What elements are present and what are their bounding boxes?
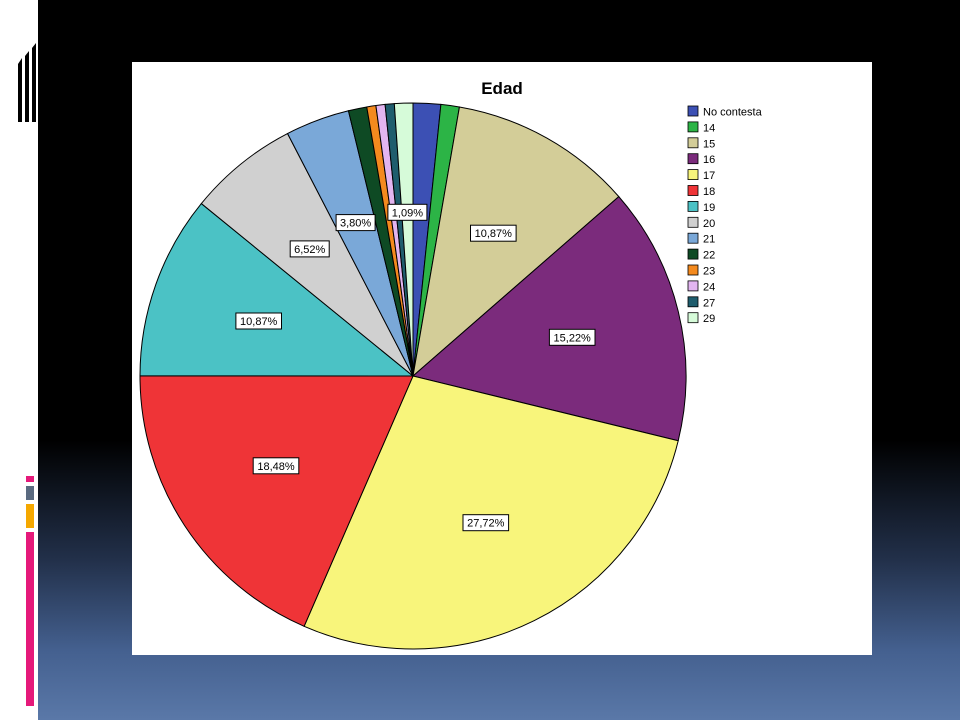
accent-segment xyxy=(26,532,34,706)
slice-data-label: 27,72% xyxy=(462,514,510,532)
legend-item: 16 xyxy=(687,153,715,166)
decorative-lines-graphic xyxy=(18,43,36,122)
legend-label: 15 xyxy=(703,138,715,150)
legend-label: 16 xyxy=(703,154,715,166)
legend-label: 21 xyxy=(703,234,715,246)
legend-item: 23 xyxy=(687,264,715,278)
chart-title: Edad xyxy=(481,79,523,98)
pie-chart: Edad 10,87% 15,22% 27,72% 18,48% 10,87% 6,52%… xyxy=(139,79,763,650)
legend-swatch xyxy=(687,280,699,292)
slice-data-label: 10,87% xyxy=(235,312,282,330)
legend-swatch xyxy=(687,216,699,228)
legend-swatch xyxy=(687,312,699,324)
legend-label: 27 xyxy=(703,297,715,309)
slice-data-label: 15,22% xyxy=(548,328,596,346)
pie-slice-29 xyxy=(393,102,414,377)
legend-swatch xyxy=(687,121,699,133)
legend-label: 22 xyxy=(703,250,715,262)
legend-item: 19 xyxy=(687,200,715,214)
data-label-box xyxy=(235,312,282,330)
data-label-text: 1,09% xyxy=(392,207,423,219)
pie-slice-17 xyxy=(303,375,679,650)
legend-item: 15 xyxy=(687,137,715,150)
legend-label: 18 xyxy=(703,186,715,198)
data-label-box xyxy=(335,214,376,232)
legend-item: 20 xyxy=(687,216,715,230)
legend-label: No contesta xyxy=(703,107,763,119)
legend-item: 21 xyxy=(687,232,715,246)
legend-swatch xyxy=(687,200,699,212)
legend-item: 24 xyxy=(687,280,715,293)
data-label-text: 10,87% xyxy=(240,316,278,328)
legend-swatch xyxy=(687,248,699,260)
slice-data-label: 3,80% xyxy=(335,214,376,232)
legend-item: 27 xyxy=(687,296,715,309)
legend-swatch xyxy=(687,232,699,244)
legend-label: 29 xyxy=(703,313,715,325)
legend-swatch xyxy=(687,137,699,149)
pie-slices xyxy=(139,102,687,650)
slice-data-label: 10,87% xyxy=(470,224,517,242)
accent-segment xyxy=(26,486,34,500)
data-label-box xyxy=(462,514,510,532)
data-label-box xyxy=(289,240,330,258)
legend-label: 24 xyxy=(703,281,715,293)
legend-swatch xyxy=(687,153,699,165)
legend-label: 20 xyxy=(703,218,715,230)
decorative-accent-bar xyxy=(26,476,34,706)
legend-swatch xyxy=(687,185,699,196)
accent-segment xyxy=(26,476,34,482)
legend-item: 22 xyxy=(687,248,715,262)
legend-item: 18 xyxy=(687,185,715,198)
legend-item: 14 xyxy=(687,121,715,134)
legend-item: 17 xyxy=(687,169,715,182)
pie-slice-19 xyxy=(139,202,415,377)
data-label-box xyxy=(387,203,428,221)
accent-segment xyxy=(26,504,34,528)
data-label-box xyxy=(252,457,300,475)
pie-slice-16 xyxy=(411,195,687,442)
data-label-text: 10,87% xyxy=(475,228,513,240)
slice-data-label: 6,52% xyxy=(289,240,330,258)
slice-data-label: 1,09% xyxy=(387,203,428,221)
legend-item: No contesta xyxy=(687,105,763,119)
data-label-text: 6,52% xyxy=(294,244,325,256)
legend-swatch xyxy=(687,105,699,117)
legend-item: 29 xyxy=(687,312,715,325)
legend-swatch xyxy=(687,169,699,180)
legend-label: 17 xyxy=(703,170,715,182)
legend-label: 19 xyxy=(703,202,715,214)
data-label-text: 3,80% xyxy=(340,218,371,230)
legend-swatch xyxy=(687,264,699,276)
legend-label: 23 xyxy=(703,266,715,278)
data-label-box xyxy=(548,328,596,346)
chart-legend: No contesta 14 15 16 17 18 19 20 21 22 23 24 27 29 xyxy=(687,105,763,325)
legend-swatch xyxy=(687,296,699,308)
data-label-box xyxy=(470,224,517,242)
data-label-text: 15,22% xyxy=(554,332,592,344)
pie-slice-18 xyxy=(139,375,414,627)
chart-panel: Edad 10,87% 15,22% 27,72% 18,48% 10,87% 6,52%… xyxy=(132,62,872,655)
data-label-text: 27,72% xyxy=(467,518,505,530)
slice-data-label: 18,48% xyxy=(252,457,300,475)
legend-label: 14 xyxy=(703,122,715,134)
slice-labels: 10,87% 15,22% 27,72% 18,48% 10,87% 6,52% 3,80%… xyxy=(235,203,596,532)
data-label-text: 18,48% xyxy=(257,461,295,473)
